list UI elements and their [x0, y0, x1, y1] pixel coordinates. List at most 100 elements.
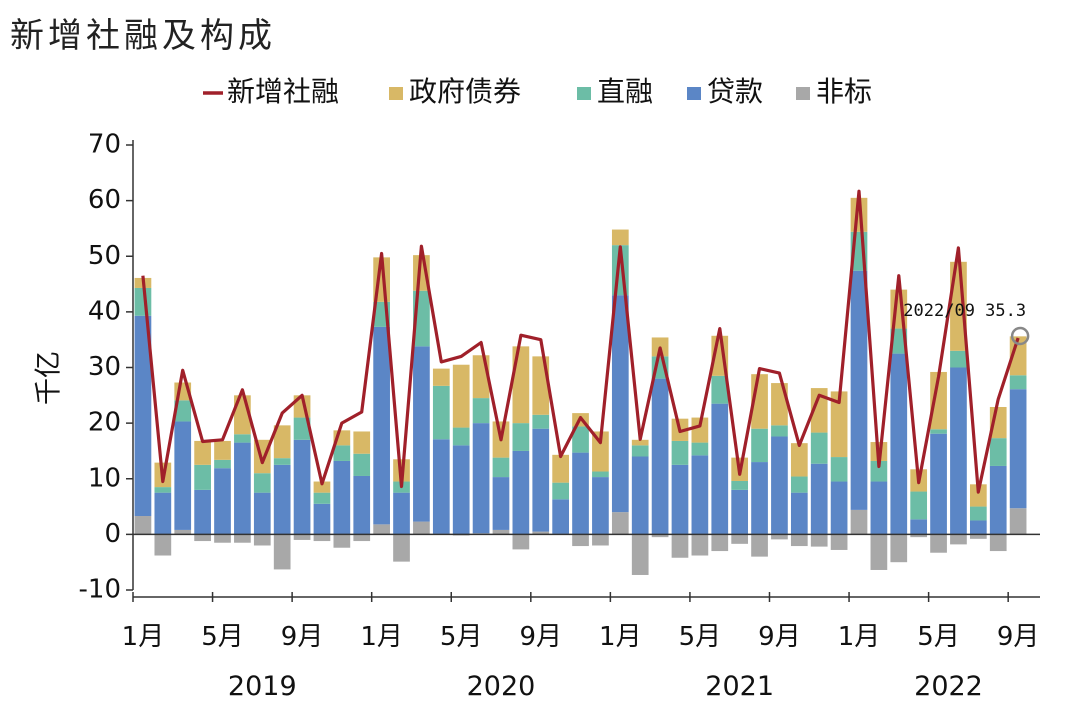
year-label: 2019	[228, 671, 297, 702]
bar-segment	[969, 520, 987, 535]
bar-segment	[731, 489, 749, 535]
bar-segment	[930, 534, 947, 553]
legend-label: 新增社融	[227, 75, 339, 108]
bar-segment	[234, 434, 251, 443]
bar-segment	[691, 455, 709, 535]
bar-segment	[194, 464, 211, 490]
legend-label: 政府债券	[409, 75, 521, 108]
bar-segment	[989, 465, 1007, 535]
bar-segment	[671, 440, 689, 465]
x-tick-label: 9月	[519, 622, 562, 652]
x-tick-label: 1月	[599, 622, 642, 652]
bar-segment	[234, 534, 251, 543]
bar-segment	[691, 417, 709, 443]
y-tick-label: 70	[88, 130, 121, 160]
bar-segment	[930, 429, 947, 434]
bar-segment	[950, 367, 967, 535]
x-tick-label: 9月	[997, 622, 1040, 652]
bar-segment	[592, 534, 609, 546]
bar-segment	[373, 326, 390, 525]
bar-segment	[154, 534, 172, 556]
bar-segment	[174, 400, 192, 422]
annotation-marker	[1010, 326, 1030, 346]
bar-segment	[810, 388, 828, 433]
legend-label: 直融	[597, 75, 653, 108]
bars	[134, 197, 1027, 575]
x-tick-label: 5月	[917, 622, 960, 652]
bar-segment	[512, 450, 530, 535]
bar-segment	[253, 473, 271, 493]
bar-segment	[154, 492, 172, 535]
x-tick-label: 9月	[281, 622, 324, 652]
y-axis: -10 0 10 20 30 40 50 60 70	[79, 130, 134, 605]
bar-segment	[492, 529, 510, 535]
bar-segment	[631, 439, 649, 446]
bar-segment	[492, 457, 510, 478]
bar-segment	[611, 295, 629, 513]
bar-segment	[969, 484, 987, 507]
bar-segment	[671, 534, 689, 558]
bar-segment	[572, 452, 589, 535]
bar-segment	[592, 431, 609, 472]
bar-segment	[413, 346, 430, 522]
y-tick-label: 60	[88, 185, 121, 215]
bar-segment	[532, 531, 550, 535]
bar-segment	[910, 491, 928, 520]
bar-segment	[830, 534, 848, 550]
y-tick-label: 0	[104, 519, 121, 549]
bar-segment	[950, 350, 967, 368]
bar-segment	[631, 456, 649, 535]
y-tick-label: 20	[88, 408, 121, 438]
legend-swatch	[389, 87, 403, 100]
bar-segment	[751, 462, 768, 535]
bar-segment	[373, 524, 390, 535]
bar-segment	[572, 426, 589, 453]
y-tick-label: 30	[88, 352, 121, 382]
bar-segment	[293, 439, 311, 535]
bar-segment	[472, 423, 490, 534]
bar-segment	[293, 417, 311, 440]
bar-segment	[830, 481, 848, 535]
bar-segment	[771, 436, 788, 535]
annotation-label: 2022/09 35.3	[903, 301, 1026, 321]
bar-segment	[333, 534, 351, 548]
bar-segment	[214, 440, 231, 460]
bar-segment	[830, 391, 848, 458]
bar-segment	[691, 534, 709, 556]
x-tick-label: 9月	[758, 622, 801, 652]
bar-segment	[432, 439, 450, 534]
x-tick-label: 1月	[122, 622, 165, 652]
bar-segment	[512, 534, 530, 550]
bar-segment	[492, 477, 510, 530]
bar-segment	[353, 453, 371, 476]
bar-segment	[592, 471, 609, 478]
bar-segment	[353, 534, 371, 542]
bar-segment	[810, 463, 828, 535]
bar-segment	[552, 482, 569, 500]
x-tick-label: 1月	[838, 622, 881, 652]
bar-segment	[353, 475, 371, 535]
x-tick-label: 5月	[679, 622, 722, 652]
bar-segment	[313, 503, 331, 535]
bar-segment	[790, 492, 808, 535]
bar-segment	[313, 481, 331, 493]
bar-segment	[790, 534, 808, 547]
x-tick-label: 5月	[440, 622, 483, 652]
bar-segment	[194, 440, 211, 465]
bar-segment	[870, 460, 888, 482]
bar-segment	[830, 457, 848, 482]
legend-swatch	[687, 87, 701, 100]
bar-segment	[711, 375, 729, 404]
bar-segment	[134, 516, 152, 535]
bar-segment	[393, 534, 410, 562]
y-tick-label: -10	[79, 575, 121, 605]
bar-segment	[989, 438, 1007, 466]
bar-segment	[969, 534, 987, 539]
bar-segment	[890, 353, 908, 535]
bar-segment	[552, 499, 569, 534]
bar-segment	[790, 476, 808, 493]
year-label: 2020	[467, 671, 536, 702]
bar-segment	[194, 489, 211, 535]
bar-segment	[273, 534, 291, 570]
